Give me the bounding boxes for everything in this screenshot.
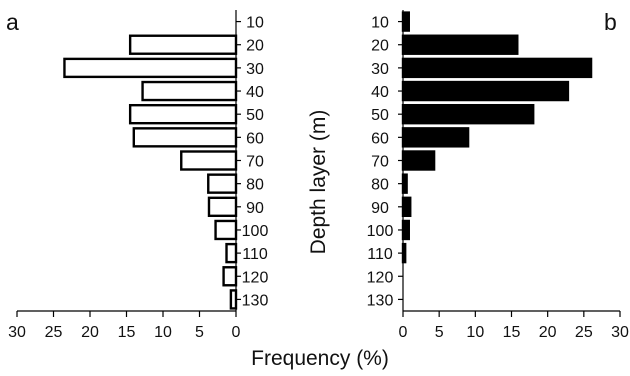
depth-label: 80	[246, 177, 264, 194]
x-tick-label: 20	[539, 324, 557, 341]
depth-label: 30	[246, 61, 264, 78]
depth-label: 10	[371, 15, 389, 32]
panel-label: b	[604, 9, 617, 35]
depth-label: 130	[367, 292, 394, 309]
x-tick-label: 5	[435, 324, 444, 341]
bar-90	[207, 196, 238, 218]
bar-20	[128, 34, 238, 55]
depth-label: 50	[371, 107, 389, 124]
x-tick-label: 10	[154, 324, 172, 341]
depth-label: 130	[242, 292, 269, 309]
bar-30	[401, 57, 593, 79]
depth-label: 80	[371, 177, 389, 194]
depth-label: 20	[246, 38, 264, 55]
bar-120	[222, 266, 238, 287]
depth-label: 70	[371, 154, 389, 171]
panel-a: a 30 25 20 15 10 5 0	[6, 9, 241, 341]
x-tick-label: 30	[611, 324, 629, 341]
x-tick-label: 20	[81, 324, 99, 341]
x-tick-label: 0	[232, 324, 241, 341]
bar-50	[128, 103, 238, 125]
bar-100	[401, 219, 410, 241]
panel-label: a	[6, 9, 19, 35]
depth-label: 40	[246, 84, 264, 101]
depth-label: 50	[246, 107, 264, 124]
depth-label: 10	[246, 15, 264, 32]
x-tick-label: 15	[118, 324, 136, 341]
bar-70	[401, 150, 436, 171]
x-tick-label: 0	[399, 324, 408, 341]
depth-label: 60	[371, 130, 389, 147]
bar-20	[401, 34, 519, 55]
bar-30	[63, 57, 238, 79]
bar-40	[401, 80, 570, 102]
depth-label: 110	[242, 246, 268, 263]
bar-100	[214, 219, 238, 241]
bar-10	[401, 11, 410, 32]
depth-label: 100	[242, 223, 269, 240]
depth-label: 90	[246, 200, 264, 217]
x-tick-label: 10	[466, 324, 484, 341]
bar-60	[132, 127, 238, 148]
depth-label: 110	[367, 246, 393, 263]
bar-50	[401, 103, 535, 125]
panel-b: b 0 5 10 15 20 25 30	[398, 9, 629, 341]
depth-label: 60	[246, 130, 264, 147]
bar-70	[180, 150, 238, 171]
depth-label: 120	[242, 269, 269, 286]
depth-label: 100	[367, 223, 394, 240]
depth-label: 40	[371, 84, 389, 101]
bar-40	[141, 80, 238, 102]
bar-60	[401, 127, 470, 148]
bar-110	[225, 242, 238, 264]
depth-label: 90	[371, 200, 389, 217]
x-tick-label: 25	[45, 324, 63, 341]
depth-label: 30	[371, 61, 389, 78]
x-tick-label: 5	[195, 324, 204, 341]
y-axis-title: Depth layer (m)	[307, 110, 330, 255]
x-axis-title: Frequency (%)	[251, 347, 389, 370]
depth-label: 20	[371, 38, 389, 55]
depth-label: 120	[367, 269, 394, 286]
bar-130	[229, 289, 238, 310]
depth-tick-labels: 10 20 30 40 50 60 70 80 90 100 110 120 130 10 20 30 40 50…	[242, 15, 394, 310]
x-tick-label: 25	[575, 324, 593, 341]
x-tick-label: 15	[503, 324, 521, 341]
bar-80	[207, 173, 238, 194]
x-tick-label: 30	[8, 324, 26, 341]
bar-90	[401, 196, 412, 218]
depth-label: 70	[246, 154, 264, 171]
